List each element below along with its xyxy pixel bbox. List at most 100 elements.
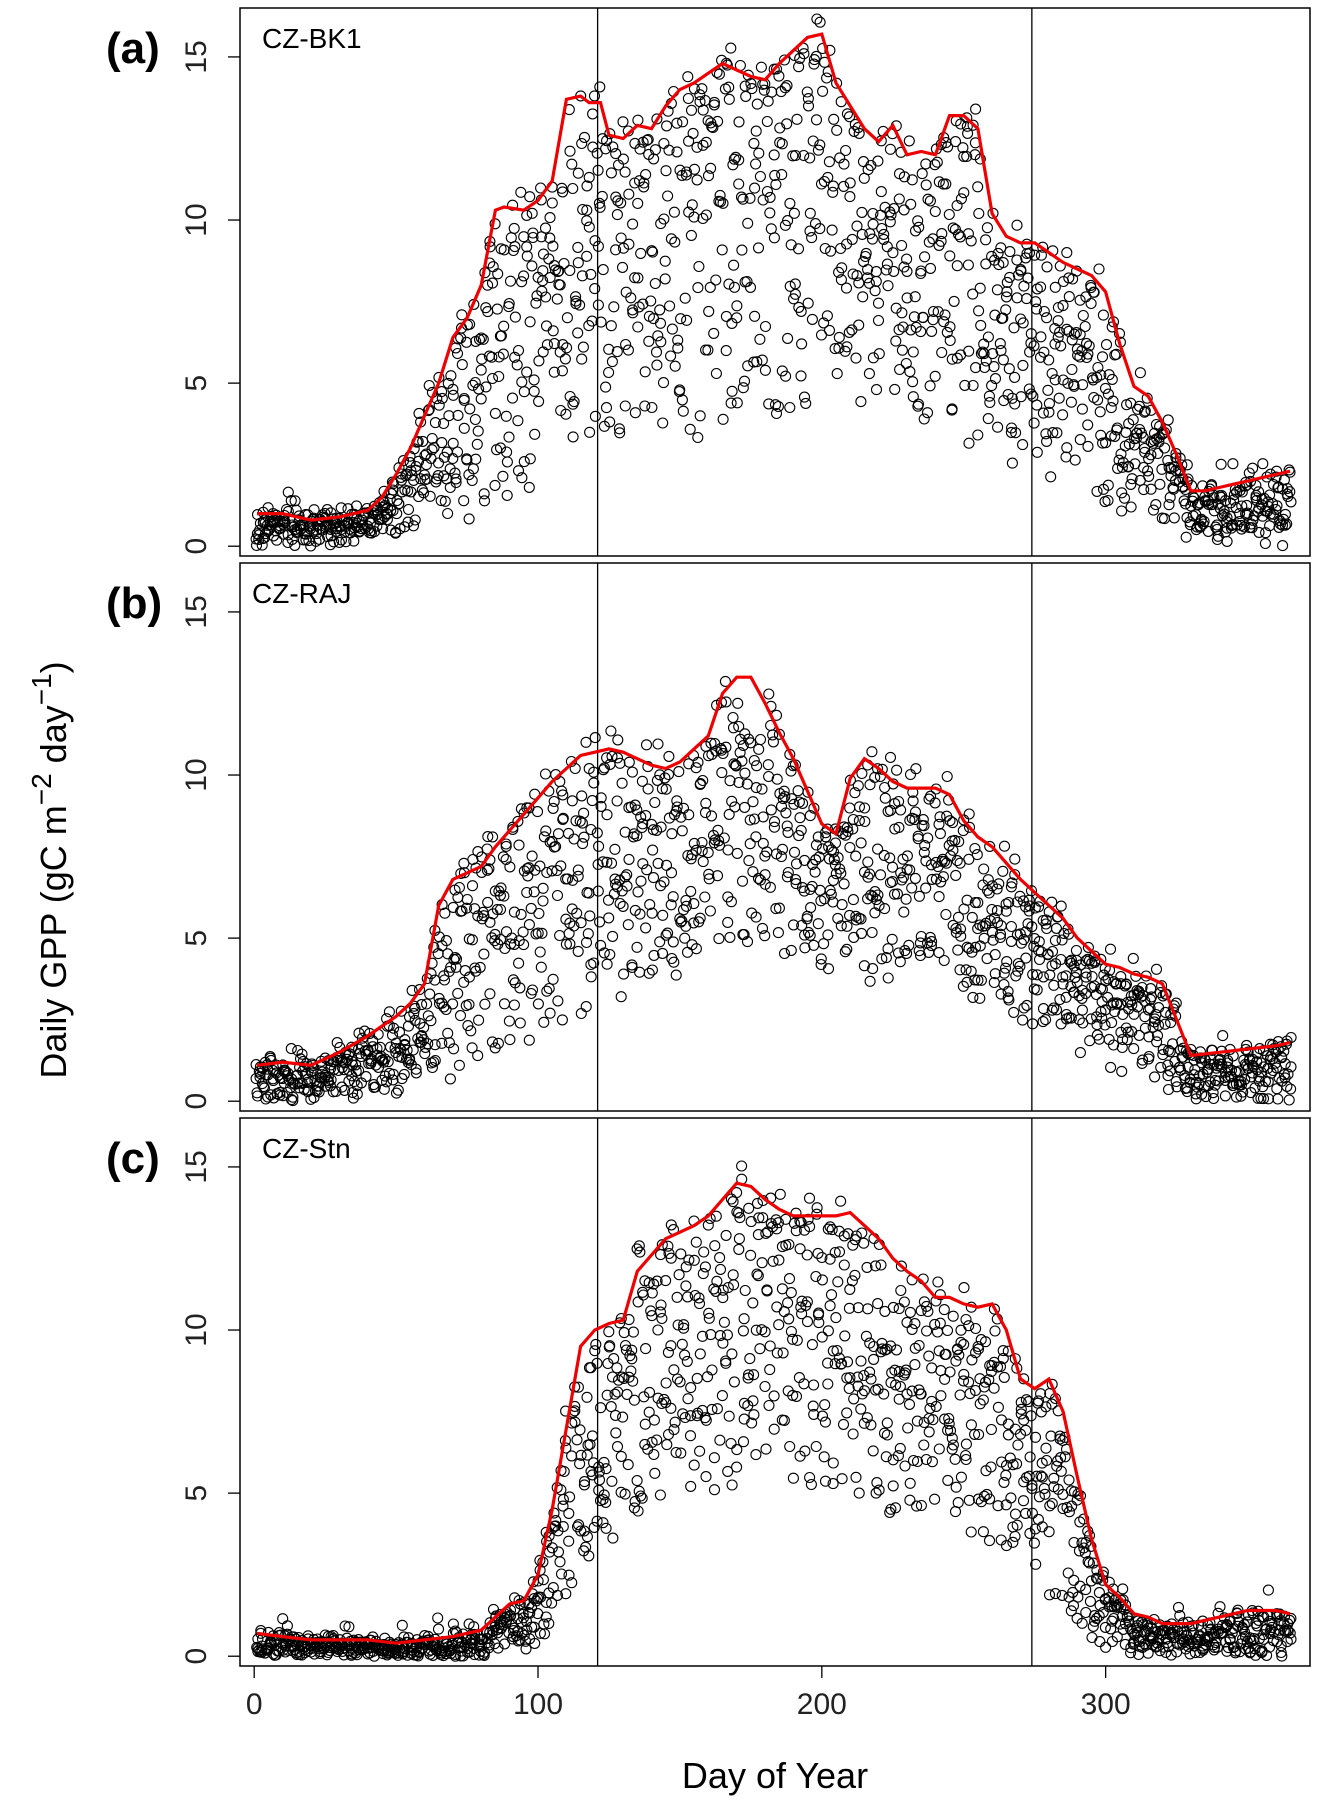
data-point bbox=[639, 1418, 651, 1430]
data-point bbox=[997, 354, 1009, 366]
data-point bbox=[991, 916, 1004, 929]
data-point bbox=[884, 206, 896, 218]
data-point bbox=[656, 1239, 668, 1251]
data-point bbox=[691, 141, 703, 153]
data-point bbox=[1094, 406, 1106, 418]
data-point bbox=[1285, 1061, 1297, 1073]
data-point bbox=[782, 866, 794, 879]
data-point bbox=[518, 270, 530, 282]
data-point bbox=[631, 941, 643, 953]
scatter-points bbox=[251, 1160, 1297, 1662]
data-point bbox=[1012, 958, 1024, 970]
data-point bbox=[810, 1440, 822, 1453]
data-point bbox=[994, 338, 1006, 350]
data-point bbox=[998, 967, 1010, 979]
data-point bbox=[1071, 343, 1083, 355]
data-point bbox=[605, 725, 617, 737]
data-point bbox=[1103, 1033, 1115, 1045]
data-point bbox=[671, 117, 683, 129]
data-point bbox=[843, 1302, 855, 1314]
data-point bbox=[747, 1395, 759, 1407]
data-point bbox=[967, 119, 979, 131]
data-point bbox=[563, 927, 575, 940]
data-point bbox=[541, 985, 553, 997]
data-point bbox=[829, 343, 841, 355]
data-point bbox=[782, 826, 794, 838]
data-point bbox=[884, 216, 896, 228]
data-point bbox=[631, 804, 643, 816]
data-point bbox=[625, 1365, 637, 1377]
data-point bbox=[605, 1401, 617, 1413]
data-point bbox=[734, 1212, 746, 1224]
data-point bbox=[523, 919, 535, 931]
data-point bbox=[648, 1448, 660, 1461]
data-point bbox=[947, 919, 959, 931]
data-point bbox=[682, 1393, 694, 1405]
data-point bbox=[972, 181, 984, 193]
data-point bbox=[528, 1592, 540, 1605]
data-point bbox=[521, 366, 533, 378]
data-point bbox=[733, 178, 745, 190]
data-point bbox=[1055, 900, 1067, 912]
data-point bbox=[771, 1347, 783, 1359]
data-point bbox=[910, 763, 922, 775]
data-point bbox=[555, 860, 567, 872]
data-point bbox=[442, 507, 454, 520]
data-point bbox=[1173, 1062, 1185, 1074]
data-point bbox=[954, 1389, 966, 1401]
data-point bbox=[907, 795, 919, 807]
data-point bbox=[509, 351, 521, 363]
data-point bbox=[606, 356, 618, 368]
data-point bbox=[514, 1017, 526, 1029]
data-point bbox=[676, 1338, 688, 1350]
data-point bbox=[1267, 511, 1279, 523]
data-point bbox=[970, 1322, 982, 1335]
data-point bbox=[904, 864, 916, 876]
data-point bbox=[974, 282, 986, 294]
data-point bbox=[958, 150, 970, 162]
data-point bbox=[619, 400, 631, 412]
data-point bbox=[466, 880, 479, 892]
data-point bbox=[538, 1016, 550, 1028]
data-point bbox=[893, 821, 905, 833]
data-point bbox=[1000, 291, 1013, 303]
data-point bbox=[410, 460, 422, 473]
data-point bbox=[613, 423, 625, 435]
data-point bbox=[858, 1385, 871, 1397]
data-point bbox=[1262, 1584, 1274, 1596]
data-point bbox=[589, 732, 601, 744]
data-point bbox=[498, 890, 510, 902]
data-point bbox=[717, 1284, 729, 1296]
data-point bbox=[1105, 1061, 1117, 1073]
data-point bbox=[921, 407, 934, 419]
data-point bbox=[819, 1416, 831, 1428]
data-point bbox=[965, 1419, 977, 1431]
data-point bbox=[806, 313, 818, 325]
data-point bbox=[974, 153, 986, 165]
data-point bbox=[781, 118, 793, 130]
data-point bbox=[413, 455, 425, 467]
data-point bbox=[717, 197, 729, 209]
data-point bbox=[1035, 946, 1047, 958]
data-point bbox=[767, 729, 779, 741]
data-point bbox=[864, 228, 876, 240]
data-point bbox=[568, 920, 580, 932]
data-point bbox=[811, 1208, 823, 1220]
data-point bbox=[890, 335, 902, 347]
data-point bbox=[594, 201, 606, 213]
data-point bbox=[598, 1489, 610, 1501]
data-point bbox=[962, 228, 974, 240]
data-point bbox=[1043, 354, 1055, 366]
data-point bbox=[492, 268, 504, 280]
data-point bbox=[655, 821, 667, 833]
data-point bbox=[651, 774, 663, 786]
data-point bbox=[989, 949, 1001, 961]
data-point bbox=[752, 1270, 764, 1282]
data-point bbox=[1106, 1615, 1118, 1627]
data-point bbox=[626, 1353, 638, 1365]
data-point bbox=[1033, 953, 1046, 966]
data-point bbox=[804, 929, 816, 941]
data-point bbox=[912, 215, 924, 227]
data-point bbox=[600, 143, 612, 155]
data-point bbox=[670, 1446, 682, 1459]
